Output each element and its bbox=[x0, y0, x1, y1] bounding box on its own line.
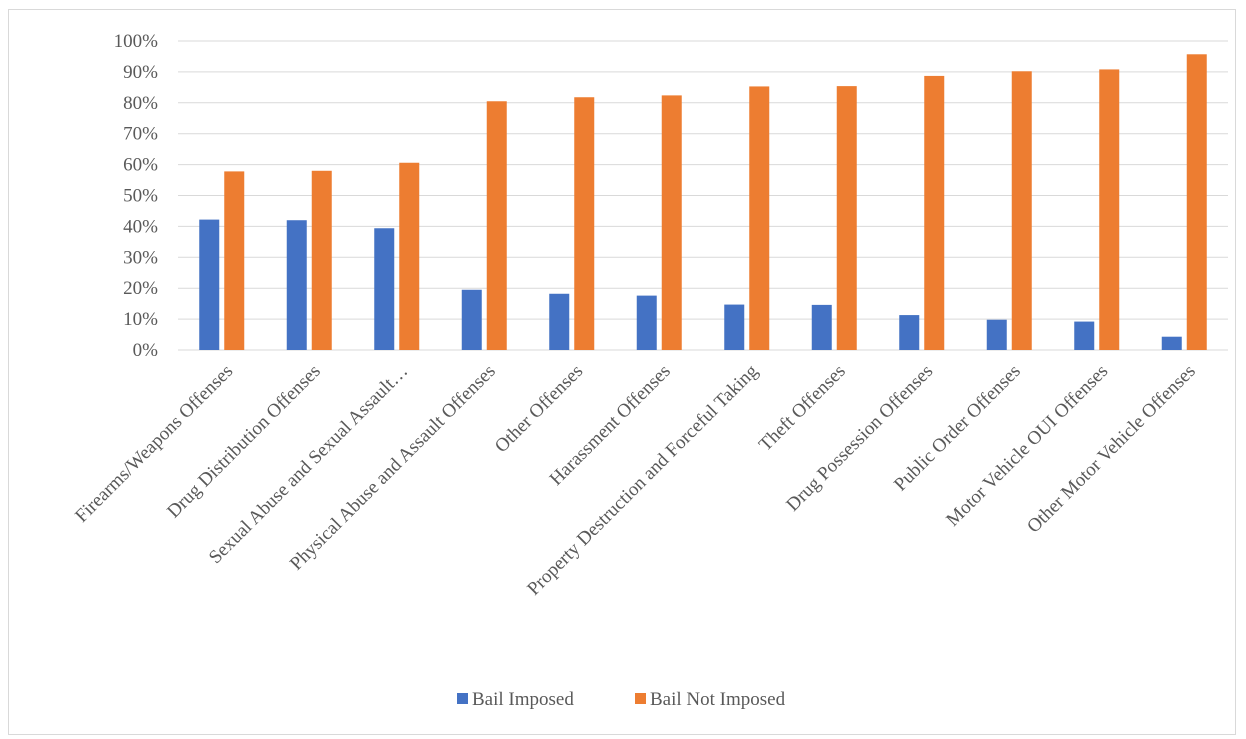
bar-bail-not-imposed bbox=[399, 162, 420, 350]
gridlines bbox=[178, 40, 1228, 351]
bar-bail-imposed bbox=[1161, 336, 1182, 350]
bar-bail-not-imposed bbox=[224, 171, 245, 350]
y-tick-label: 20% bbox=[123, 278, 158, 299]
bar-bail-imposed bbox=[724, 304, 745, 350]
x-category-label: Other Motor Vehicle Offenses bbox=[1023, 361, 1200, 538]
bar-bail-imposed bbox=[811, 304, 832, 350]
bar-bail-not-imposed bbox=[574, 97, 595, 350]
bar-bail-not-imposed bbox=[486, 101, 507, 350]
y-tick-label: 10% bbox=[123, 309, 158, 330]
bar-bail-imposed bbox=[199, 219, 220, 350]
y-tick-label: 70% bbox=[123, 124, 158, 145]
bar-bail-not-imposed bbox=[311, 170, 332, 350]
x-category-label: Drug Possession Offenses bbox=[782, 361, 937, 516]
legend-label-bail-imposed: Bail Imposed bbox=[472, 689, 574, 710]
y-tick-label: 80% bbox=[123, 93, 158, 114]
x-category-label: Motor Vehicle OUI Offenses bbox=[942, 361, 1112, 531]
y-tick-label: 50% bbox=[123, 186, 158, 207]
legend-label-bail-not-imposed: Bail Not Imposed bbox=[650, 689, 786, 710]
y-tick-label: 40% bbox=[123, 216, 158, 237]
legend-swatch-bail-not-imposed bbox=[635, 693, 646, 704]
bar-bail-imposed bbox=[374, 228, 395, 350]
bar-bail-not-imposed bbox=[924, 75, 945, 351]
bar-bail-not-imposed bbox=[749, 86, 770, 350]
bar-bail-imposed bbox=[1074, 321, 1095, 350]
y-tick-label: 30% bbox=[123, 247, 158, 268]
bar-bail-imposed bbox=[461, 289, 482, 350]
x-category-label: Drug Distribution Offenses bbox=[163, 361, 325, 523]
x-category-label: Theft Offenses bbox=[755, 361, 850, 456]
bar-bail-not-imposed bbox=[1099, 69, 1120, 350]
x-category-label: Other Offenses bbox=[491, 361, 587, 457]
x-category-label: Firearms/Weapons Offenses bbox=[71, 361, 237, 527]
y-tick-label: 0% bbox=[133, 340, 159, 361]
y-tick-label: 60% bbox=[123, 155, 158, 176]
bar-bail-imposed bbox=[549, 293, 570, 350]
bars bbox=[199, 54, 1207, 351]
y-axis-tick-labels: 0% 10% 20% 30% 40% 50% 60% 70% 80% 90% 100% bbox=[114, 31, 159, 361]
bar-bail-not-imposed bbox=[661, 95, 682, 350]
bar-bail-not-imposed bbox=[836, 86, 857, 350]
legend-swatch-bail-imposed bbox=[457, 693, 468, 704]
bar-bail-not-imposed bbox=[1186, 54, 1207, 351]
y-tick-label: 100% bbox=[114, 31, 159, 52]
bar-bail-imposed bbox=[899, 315, 920, 350]
bar-bail-imposed bbox=[986, 319, 1007, 350]
legend: Bail Imposed Bail Not Imposed bbox=[457, 689, 786, 710]
bar-bail-imposed bbox=[286, 220, 307, 350]
bar-bail-not-imposed bbox=[1011, 71, 1032, 351]
bar-bail-imposed bbox=[636, 295, 657, 350]
y-tick-label: 90% bbox=[123, 62, 158, 83]
